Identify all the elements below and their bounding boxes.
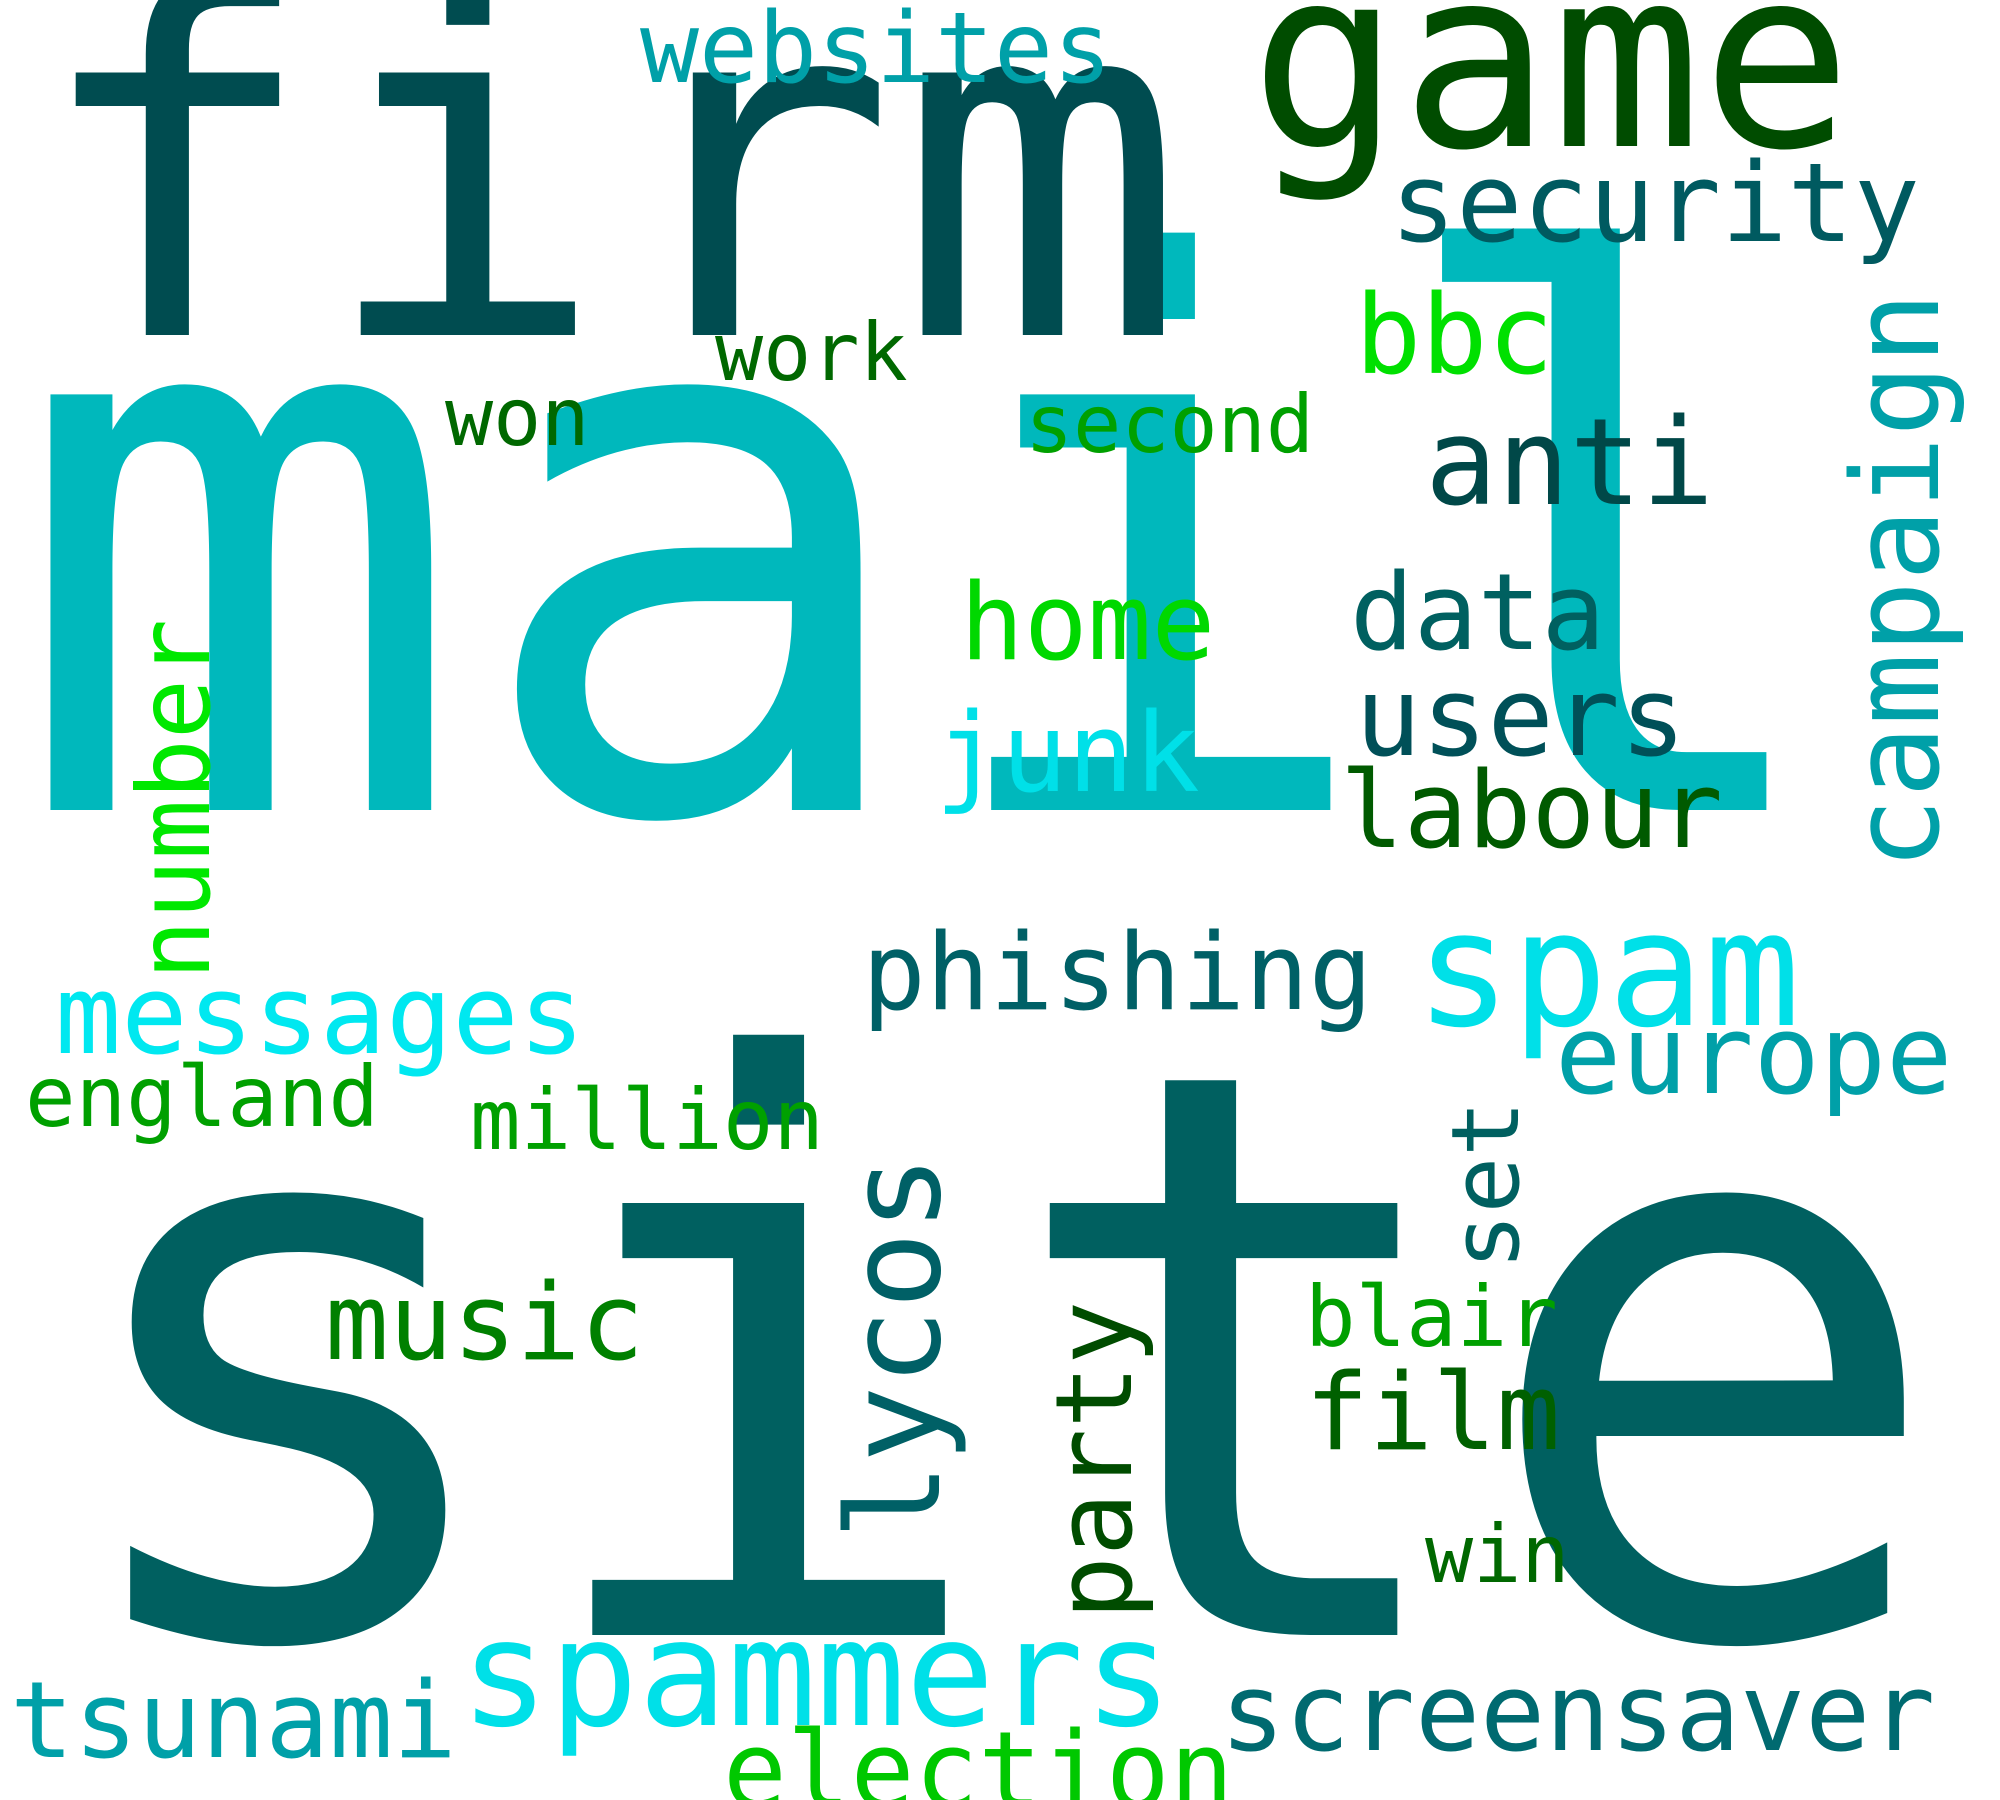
word-bbc: bbc [1355,271,1554,399]
word-game: game [1250,0,1853,205]
word-spammers: spammers [460,1588,1173,1760]
word-websites: websites [640,0,1113,106]
word-home: home [960,561,1216,684]
word-won: won [445,371,590,464]
word-work: work [715,306,908,399]
word-security: security [1390,139,1920,267]
word-second: second [1025,378,1314,471]
word-phishing: phishing [862,911,1373,1034]
word-firm: firm [30,0,1186,449]
word-set: set [1432,1100,1541,1270]
word-film: film [1305,1351,1561,1474]
word-europe: europe [1555,991,1953,1119]
word-campaign: campaign [1828,292,1967,870]
word-users: users [1355,653,1687,781]
word-spam: spam [1415,876,1801,1063]
word-england: england [25,1048,380,1146]
word-blair: blair [1305,1268,1558,1366]
word-number: number [116,618,233,980]
word-music: music [325,1261,645,1384]
word-lycos: lycos [821,1154,970,1540]
word-data: data [1350,551,1606,674]
word-election: election [723,1709,1234,1800]
word-tsunami: tsunami [10,1659,457,1782]
word-party: party [1033,1300,1156,1620]
word-site: site [48,903,1951,1800]
word-labour: labour [1340,749,1723,872]
word-messages: messages [55,951,585,1079]
word-junk: junk [935,689,1200,817]
word-mail: mail [10,106,1841,990]
word-anti: anti [1425,394,1714,533]
word-million: million [470,1071,825,1169]
word-win: win [1425,1508,1570,1601]
word-screensaver: screensaver [1220,1651,1936,1776]
